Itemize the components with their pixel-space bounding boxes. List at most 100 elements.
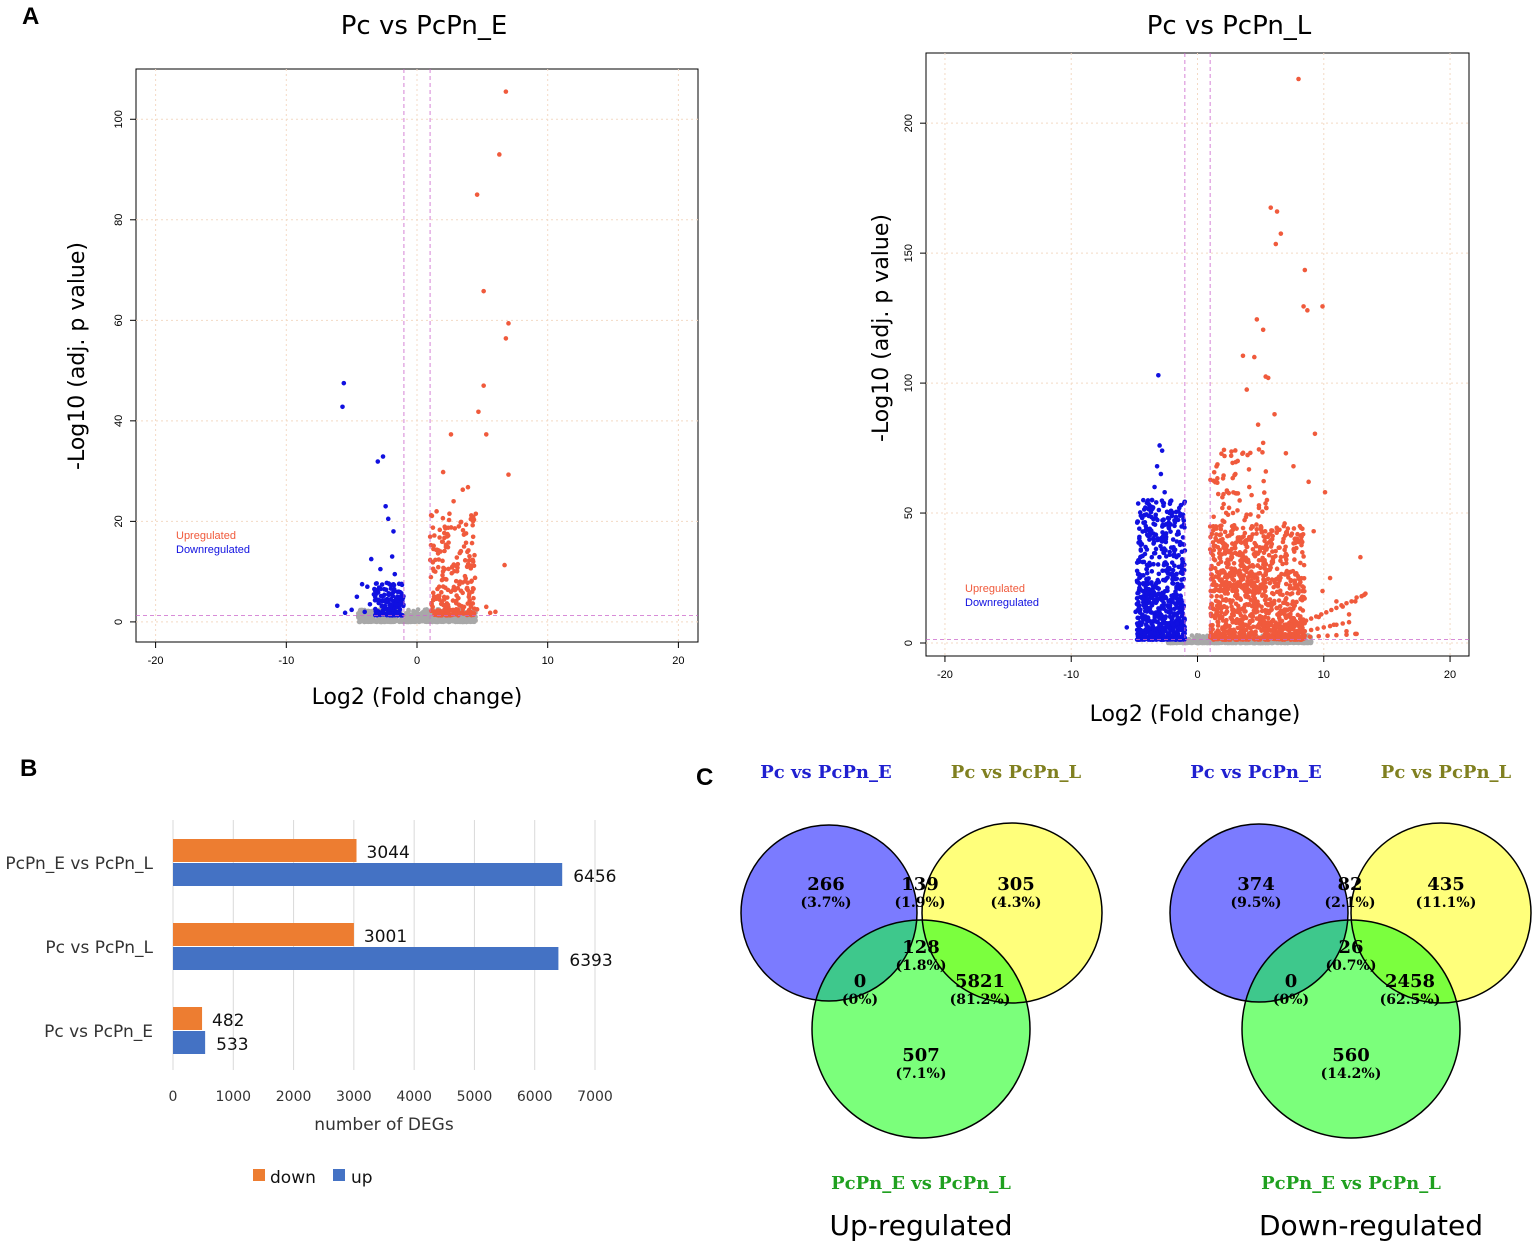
down-point <box>1137 575 1142 581</box>
up-point <box>1346 619 1352 625</box>
up-point <box>1224 605 1230 610</box>
up-point <box>1265 615 1271 621</box>
down-point <box>367 602 373 607</box>
down-point <box>1147 537 1152 542</box>
up-point <box>1209 572 1215 577</box>
x-tick-label: -20 <box>148 655 164 667</box>
up-point <box>440 558 445 564</box>
up-point <box>465 484 471 490</box>
ns-point <box>357 619 362 624</box>
venn-down-region-l-el <box>1351 920 1460 1003</box>
up-point <box>1239 629 1245 634</box>
down-point <box>340 404 345 410</box>
down-point <box>1157 443 1162 448</box>
up-point <box>464 610 469 616</box>
down-point <box>365 584 370 590</box>
down-point <box>380 454 386 459</box>
up-point <box>1233 471 1238 477</box>
down-point <box>1182 525 1187 530</box>
up-point <box>1263 636 1268 641</box>
up-point <box>1282 521 1287 526</box>
down-point <box>1135 590 1140 596</box>
up-point <box>1220 541 1226 546</box>
up-point <box>1268 622 1274 628</box>
up-point <box>440 572 445 578</box>
ns-point <box>401 618 406 624</box>
down-point <box>1142 512 1147 518</box>
venn-region-count: 0 <box>1285 971 1298 992</box>
up-point <box>470 522 475 528</box>
up-point <box>1219 568 1225 574</box>
down-point <box>391 582 397 588</box>
venn-region-count: 305 <box>997 874 1035 895</box>
bar-up <box>173 863 563 886</box>
down-point <box>1179 620 1185 626</box>
up-point <box>1334 605 1339 611</box>
down-point <box>1137 526 1142 531</box>
volcano-l-xticks: -20 -10 0 10 20 <box>937 656 1456 681</box>
ns-point <box>424 608 430 614</box>
up-point <box>1244 569 1249 575</box>
up-point <box>1261 534 1266 539</box>
ns-point <box>404 613 409 619</box>
down-point <box>1174 592 1180 598</box>
up-point <box>1223 560 1229 566</box>
up-point <box>454 593 459 598</box>
down-point <box>375 610 381 616</box>
up-point <box>1223 572 1229 578</box>
up-point <box>1255 609 1260 614</box>
up-point <box>1299 539 1305 545</box>
volcano-l-down-points <box>1124 372 1188 642</box>
up-point <box>1233 618 1239 624</box>
up-point <box>1327 575 1333 581</box>
down-point <box>1156 571 1162 577</box>
up-point <box>1230 510 1236 516</box>
down-point <box>1144 570 1150 576</box>
up-point <box>1329 607 1334 613</box>
up-point <box>1256 514 1261 519</box>
venn-down-head-l: Pc vs PcPn_L <box>1381 762 1512 783</box>
down-point <box>1175 615 1181 621</box>
up-point <box>1211 556 1217 562</box>
up-point <box>1292 536 1298 542</box>
down-point <box>1168 529 1173 534</box>
up-point <box>1254 605 1259 611</box>
up-point <box>1268 531 1273 537</box>
up-point <box>1261 580 1266 586</box>
up-point <box>1272 598 1277 604</box>
down-point <box>1180 633 1186 639</box>
up-point <box>1259 608 1265 614</box>
y-tick-label: 150 <box>903 244 915 262</box>
venn-region-percent: (0%) <box>1273 992 1309 1008</box>
down-point <box>1170 632 1176 637</box>
down-point <box>1168 498 1174 504</box>
venn-region-count: 560 <box>1332 1045 1370 1066</box>
up-point <box>1307 634 1313 640</box>
up-point <box>1227 623 1232 629</box>
up-point <box>1232 543 1237 548</box>
up-point <box>1293 540 1298 546</box>
ns-point <box>357 607 363 613</box>
venn-region-percent: (3.7%) <box>801 895 852 911</box>
down-point <box>1181 576 1187 582</box>
up-point <box>1259 604 1264 610</box>
up-point <box>1300 531 1306 537</box>
panel-label-c: C <box>696 764 713 791</box>
up-point <box>1276 613 1282 618</box>
up-point <box>1262 597 1268 603</box>
up-point <box>448 589 454 595</box>
up-point <box>483 604 489 610</box>
volcano-l-title: Pc vs PcPn_L <box>1147 11 1312 41</box>
up-point <box>1327 623 1333 629</box>
up-point <box>1249 492 1254 498</box>
up-point <box>440 569 446 574</box>
bar-down-value: 3001 <box>364 927 407 947</box>
bar-marks: 3044 6456 3001 6393 482 533 <box>173 839 616 1055</box>
panel-label-a: A <box>22 3 39 30</box>
up-point <box>1264 497 1270 503</box>
up-point <box>1243 514 1249 520</box>
down-point <box>354 594 360 600</box>
down-point <box>1153 512 1159 518</box>
down-point <box>1181 567 1187 573</box>
